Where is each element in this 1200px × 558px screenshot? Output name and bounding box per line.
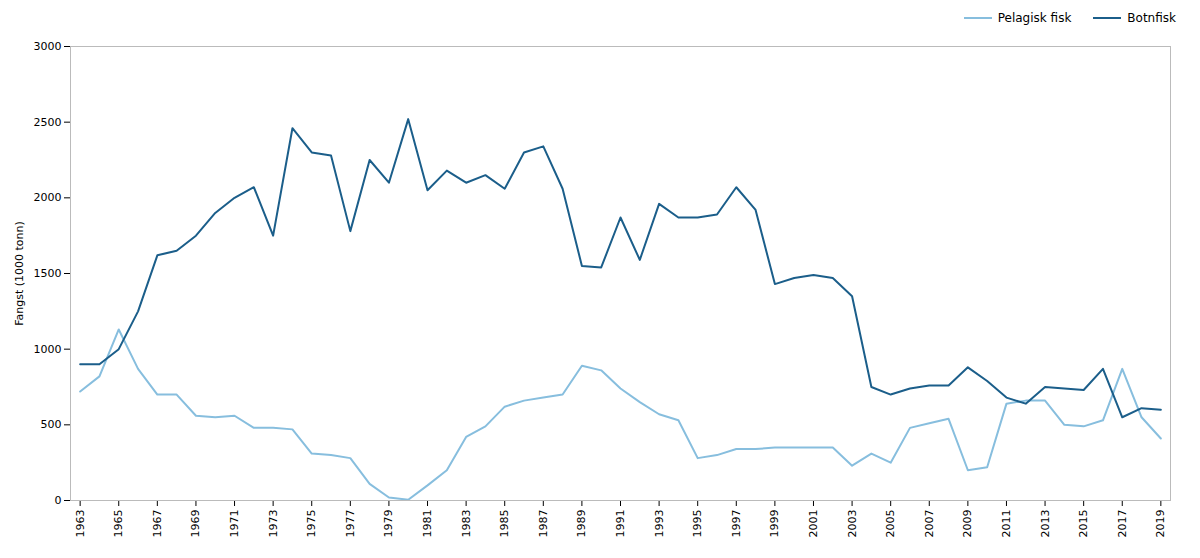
- html-text:Pelagisk fisk: Pelagisk fisk: [997, 11, 1072, 25]
- svg-text:2000: 2000: [34, 191, 62, 204]
- svg-text:2009: 2009: [961, 510, 974, 538]
- svg-text:1000: 1000: [34, 343, 62, 356]
- svg-text:1989: 1989: [575, 510, 588, 538]
- html-text:Botnfisk: Botnfisk: [1127, 11, 1176, 25]
- svg-text:2007: 2007: [923, 510, 936, 538]
- svg-text:1995: 1995: [691, 510, 704, 538]
- svg-text:2001: 2001: [807, 510, 820, 538]
- svg-text:2017: 2017: [1116, 510, 1129, 538]
- svg-text:1981: 1981: [421, 510, 434, 538]
- svg-text:1987: 1987: [537, 510, 550, 538]
- svg-text:1979: 1979: [382, 510, 395, 538]
- svg-text:2005: 2005: [884, 510, 897, 538]
- svg-text:2011: 2011: [1000, 510, 1013, 538]
- svg-text:0: 0: [55, 494, 62, 507]
- svg-text:500: 500: [41, 418, 62, 431]
- svg-text:Fangst (1000 tonn): Fangst (1000 tonn): [13, 221, 26, 326]
- svg-text:1985: 1985: [498, 510, 511, 538]
- svg-text:3000: 3000: [34, 40, 62, 53]
- svg-text:1965: 1965: [112, 510, 125, 538]
- svg-text:2015: 2015: [1077, 510, 1090, 538]
- svg-text:1999: 1999: [768, 510, 781, 538]
- svg-text:1977: 1977: [344, 510, 357, 538]
- svg-text:2019: 2019: [1154, 510, 1167, 538]
- svg-text:2500: 2500: [34, 116, 62, 129]
- svg-text:1983: 1983: [460, 510, 473, 538]
- svg-text:1997: 1997: [730, 510, 743, 538]
- svg-text:1967: 1967: [151, 510, 164, 538]
- svg-text:2013: 2013: [1039, 510, 1052, 538]
- svg-text:1963: 1963: [74, 510, 87, 538]
- svg-text:1971: 1971: [228, 510, 241, 538]
- svg-text:1973: 1973: [267, 510, 280, 538]
- svg-text:1975: 1975: [305, 510, 318, 538]
- svg-text:2003: 2003: [846, 510, 859, 538]
- svg-text:1991: 1991: [614, 510, 627, 538]
- svg-text:1969: 1969: [189, 510, 202, 538]
- svg-text:1993: 1993: [653, 510, 666, 538]
- svg-text:1500: 1500: [34, 267, 62, 280]
